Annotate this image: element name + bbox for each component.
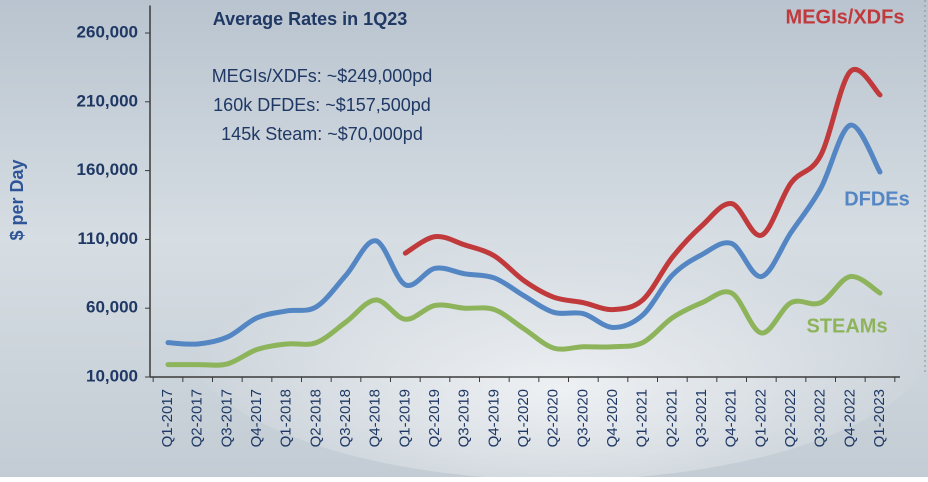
x-tick-label: Q1-2023 — [871, 389, 888, 447]
x-tick-label: Q2-2018 — [307, 389, 324, 447]
x-tick-label: Q3-2021 — [693, 389, 710, 447]
series-label: MEGIs/XDFs — [786, 6, 905, 28]
y-axis-label: $ per Day — [7, 159, 27, 240]
y-tick-label: 160,000 — [77, 160, 138, 179]
series-line — [165, 122, 883, 347]
y-tick-label: 260,000 — [77, 22, 138, 41]
series-label: DFDEs — [844, 188, 910, 210]
x-tick-label: Q1-2017 — [159, 389, 176, 447]
x-tick-label: Q2-2022 — [782, 389, 799, 447]
x-tick-label: Q4-2020 — [604, 389, 621, 447]
x-tick-label: Q3-2019 — [456, 389, 473, 447]
annotation: MEGIs/XDFs: ~$249,000pd — [212, 66, 433, 86]
x-tick-label: Q4-2019 — [485, 389, 502, 447]
series-line — [402, 66, 883, 313]
x-tick-label: Q3-2020 — [574, 389, 591, 447]
chart-title: Average Rates in 1Q23 — [213, 9, 407, 29]
x-tick-label: Q1-2020 — [515, 389, 532, 447]
x-tick-label: Q4-2017 — [248, 389, 265, 447]
x-tick-label: Q4-2022 — [841, 389, 858, 447]
x-tick-label: Q1-2018 — [278, 389, 295, 447]
annotation: 145k Steam: ~$70,000pd — [221, 124, 423, 144]
x-tick-label: Q4-2018 — [367, 389, 384, 447]
y-tick-label: 60,000 — [86, 298, 138, 317]
x-tick-label: Q2-2020 — [545, 389, 562, 447]
series-label: STEAMs — [806, 315, 887, 337]
x-tick-label: Q2-2019 — [426, 389, 443, 447]
y-tick-label: 10,000 — [86, 366, 138, 385]
x-tick-label: Q2-2017 — [189, 389, 206, 447]
x-tick-label: Q3-2017 — [218, 389, 235, 447]
x-tick-label: Q3-2022 — [812, 389, 829, 447]
x-tick-label: Q1-2022 — [752, 389, 769, 447]
x-tick-label: Q3-2018 — [337, 389, 354, 447]
series-line — [165, 274, 883, 368]
y-tick-label: 210,000 — [77, 91, 138, 110]
x-tick-label: Q1-2021 — [634, 389, 651, 447]
x-tick-label: Q2-2021 — [663, 389, 680, 447]
y-tick-label: 110,000 — [77, 229, 138, 248]
x-tick-label: Q1-2019 — [396, 389, 413, 447]
annotation: 160k DFDEs: ~$157,500pd — [213, 95, 431, 115]
x-tick-label: Q4-2021 — [723, 389, 740, 447]
